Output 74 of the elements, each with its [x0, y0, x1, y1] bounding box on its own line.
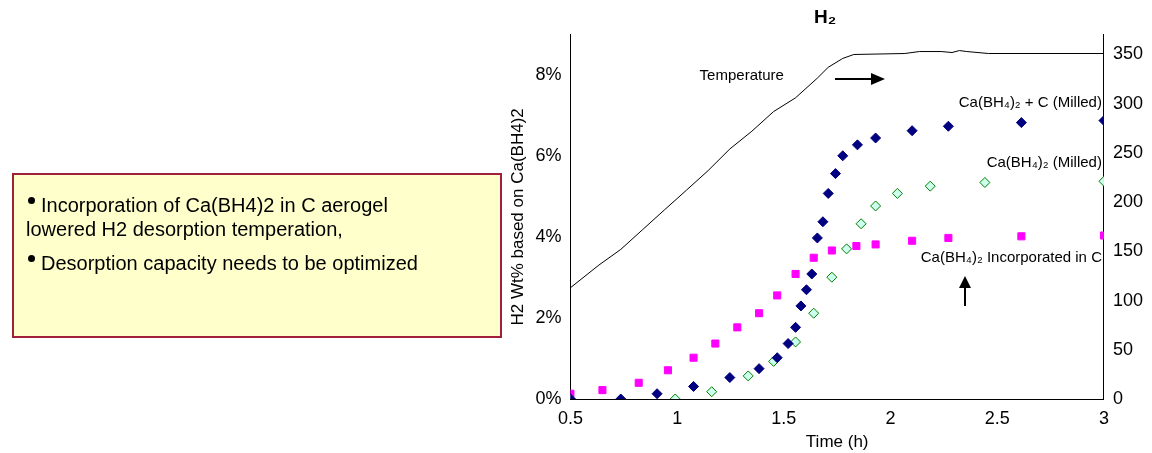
point: [791, 269, 800, 278]
point: [790, 321, 802, 333]
x-axis-title: Time (h): [805, 432, 869, 452]
series-label: Ca(BH₄)₂ Incorporated in C: [920, 247, 1103, 265]
y2-tick-label: 150: [1112, 240, 1144, 261]
x-tick-label: 1.5: [771, 407, 797, 428]
point: [851, 139, 863, 151]
point: [822, 187, 834, 199]
point: [755, 309, 764, 318]
y2-tick-label: 50: [1112, 338, 1133, 359]
point: [837, 150, 849, 162]
chart-title: H₂: [813, 5, 837, 27]
y2-tick-label: 100: [1112, 289, 1144, 310]
point: [782, 338, 794, 350]
y-axis-title: H2 Wt% based on Ca(BH4)2: [507, 108, 527, 326]
y2-tick-label: 350: [1112, 43, 1144, 64]
series-label: Ca(BH₄)₂ + C (Milled): [958, 92, 1102, 110]
point: [870, 132, 882, 144]
x-tick-label: 2.5: [984, 407, 1010, 428]
x-tick-label: 3: [1098, 407, 1109, 428]
point: [806, 268, 818, 280]
point: [733, 323, 742, 332]
x-tick-label: 2: [885, 407, 896, 428]
series-label: Ca(BH₄)₂ (Milled): [986, 153, 1102, 171]
point: [817, 216, 829, 228]
x-tick-label: 0.5: [557, 407, 583, 428]
point: [800, 284, 812, 296]
y-tick-label: 2%: [535, 307, 562, 328]
y-tick-label: 8%: [535, 64, 562, 85]
point: [855, 218, 867, 230]
point: [634, 378, 643, 387]
point: [742, 370, 754, 382]
point: [827, 246, 836, 255]
y-tick-label: 0%: [535, 387, 562, 408]
y-tick-label: 6%: [535, 145, 562, 166]
y2-tick-label: 0: [1112, 387, 1123, 408]
point: [891, 187, 903, 199]
point: [651, 388, 663, 399]
point: [808, 307, 820, 319]
point: [711, 339, 720, 348]
point: [795, 300, 807, 312]
point: [689, 353, 698, 362]
point: [1015, 117, 1027, 129]
text: Incorporation of Ca(BH4)2 in C aerogel lowered H2 desorption temperation,: [26, 193, 389, 241]
point: [773, 291, 782, 300]
point: [944, 233, 953, 242]
point: [942, 120, 954, 132]
point: [924, 180, 936, 192]
point: [841, 243, 853, 255]
y-tick-label: 4%: [535, 226, 562, 247]
point: [826, 271, 838, 283]
point: [790, 336, 802, 348]
point: [871, 240, 880, 249]
point: [908, 236, 917, 245]
text: Desorption capacity needs to be optimized: [40, 251, 419, 275]
point: [706, 386, 718, 398]
series-label: Temperature: [699, 65, 784, 83]
point: [753, 363, 765, 375]
point: [724, 372, 736, 384]
point: [598, 386, 607, 395]
point: [979, 177, 991, 188]
point: [906, 125, 918, 137]
point: [811, 232, 823, 244]
point: [870, 200, 882, 212]
point: [809, 253, 818, 262]
point: [829, 168, 841, 180]
y2-tick-label: 200: [1112, 191, 1144, 212]
point: [688, 380, 700, 392]
x-tick-label: 1: [672, 407, 683, 428]
y2-tick-label: 300: [1112, 92, 1144, 113]
point: [852, 242, 861, 251]
point: [1017, 232, 1026, 241]
point: [663, 366, 672, 375]
y2-tick-label: 250: [1112, 141, 1144, 162]
